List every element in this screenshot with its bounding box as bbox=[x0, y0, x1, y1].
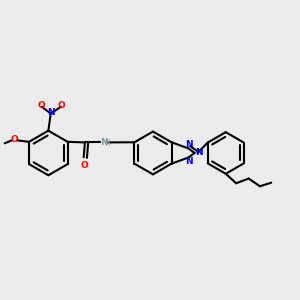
Text: O: O bbox=[11, 135, 19, 144]
Text: N: N bbox=[100, 138, 108, 147]
Text: N: N bbox=[195, 148, 202, 157]
Text: H: H bbox=[104, 139, 110, 148]
Text: N: N bbox=[185, 140, 193, 149]
Text: O: O bbox=[37, 101, 45, 110]
Text: N: N bbox=[47, 108, 55, 117]
Text: O: O bbox=[80, 161, 88, 170]
Text: O: O bbox=[58, 101, 65, 110]
Text: N: N bbox=[185, 157, 193, 166]
